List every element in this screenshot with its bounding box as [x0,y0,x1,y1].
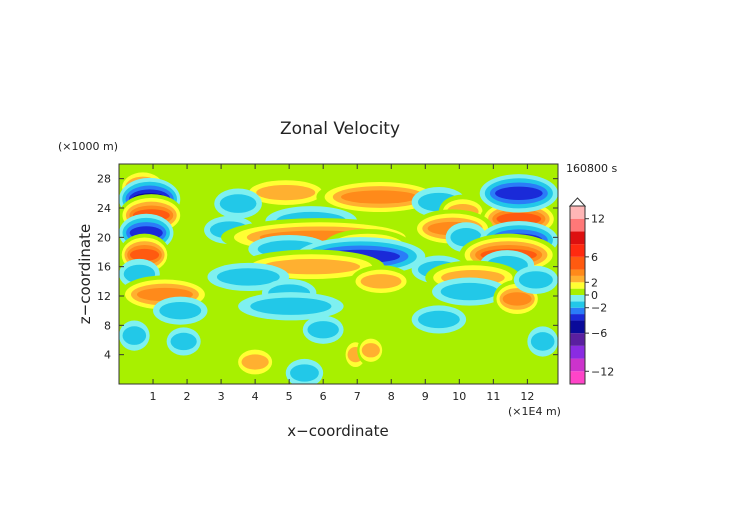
colorbar-swatch [570,371,585,384]
band-level [216,268,280,286]
x-axis-label: x−coordinate [287,422,388,440]
colorbar-label: −6 [591,327,607,340]
velocity-band [119,320,150,351]
colorbar-swatch [570,307,585,315]
band-level [360,274,402,289]
band-level [361,343,380,358]
y-tick-label: 12 [97,290,111,303]
velocity-band [432,277,507,306]
band-level [219,194,257,213]
velocity-band [411,305,467,334]
band-level [159,302,202,320]
x-tick-label: 1 [150,390,157,403]
band-level [256,184,316,201]
velocity-band [285,358,324,384]
y-unit-label: (×1000 m) [58,140,118,153]
y-tick-label: 8 [104,319,111,332]
colorbar-swatch [570,269,585,276]
band-level [502,292,532,306]
colorbar-swatch [570,333,585,346]
colorbar-swatch [570,295,585,302]
y-tick-label: 20 [97,231,111,244]
colorbar-swatch [570,218,585,232]
x-tick-label: 12 [520,390,534,403]
band-level [170,332,197,351]
x-tick-label: 8 [388,390,395,403]
colorbar-arrow [568,197,587,207]
chart-title: Zonal Velocity [280,119,400,139]
velocity-band [350,265,412,298]
velocity-band [527,326,558,357]
x-tick-label: 4 [252,390,259,403]
contour-field [119,168,558,384]
colorbar-label: 2 [591,276,598,289]
colorbar-swatch [570,314,585,321]
x-tick-label: 3 [218,390,225,403]
band-level [440,282,499,301]
y-axis-label: z−coordinate [76,224,94,324]
velocity-band [207,262,290,292]
y-tick-label: 4 [104,349,111,362]
velocity-band [214,188,262,219]
y-tick-label: 28 [97,173,111,186]
colorbar-swatch [570,301,585,308]
x-tick-label: 9 [422,390,429,403]
band-level [518,271,553,289]
colorbar-swatch [570,206,585,219]
time-label: 160800 s [566,162,617,175]
band-level [417,310,460,329]
colorbar-swatch [570,320,585,334]
x-tick-label: 10 [452,390,466,403]
colorbar-label: 6 [591,251,598,264]
velocity-band [357,334,385,367]
colorbar-swatch [570,231,585,245]
band-level [129,248,160,262]
x-tick-label: 2 [184,390,191,403]
y-tick-label: 24 [97,202,111,215]
plot-frame [118,163,559,385]
colorbar-swatch [570,345,585,359]
colorbar-swatch [570,358,585,372]
x-tick-label: 7 [354,390,361,403]
colorbar: 12 6 20−2 −6 −12 [568,197,614,385]
velocity-band [153,296,208,325]
band-level [122,326,147,345]
x-tick-label: 6 [320,390,327,403]
band-level [262,259,361,275]
colorbar-swatch [570,256,585,270]
band-level [290,364,319,382]
band-level [241,354,269,370]
colorbar-swatch [570,282,585,289]
velocity-band [234,344,276,380]
x-tick-label: 11 [486,390,500,403]
velocity-band [166,327,201,356]
velocity-band [238,292,344,321]
colorbar-label: 0 [591,289,598,302]
band-level [250,297,332,315]
velocity-band [241,175,330,210]
colorbar-label: −2 [591,302,607,315]
colorbar-swatch [570,275,585,283]
colorbar-swatch [570,288,585,295]
velocity-band [316,177,443,217]
velocity-band [479,174,558,213]
velocity-band [302,315,344,344]
band-level [307,321,339,339]
velocity-band [513,265,558,294]
colorbar-swatch [570,244,585,257]
y-tick-label: 16 [97,261,111,274]
x-unit-label: (×1E4 m) [508,405,561,418]
band-level [530,332,555,351]
x-tick-label: 5 [286,390,293,403]
band-level [495,186,543,201]
band-level [341,190,418,204]
colorbar-label: 12 [591,213,605,226]
y-axis: 4 8 12 16 20 24 28 [97,173,558,362]
colorbar-label: −12 [591,365,614,378]
x-axis: 1 2 3 4 5 6 7 8 9 10 11 12 [150,164,534,403]
